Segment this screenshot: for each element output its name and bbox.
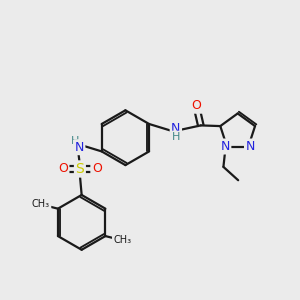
Text: N: N bbox=[220, 140, 230, 153]
Text: H: H bbox=[172, 132, 180, 142]
Text: O: O bbox=[192, 99, 202, 112]
Text: N: N bbox=[74, 141, 84, 154]
Text: CH₃: CH₃ bbox=[113, 235, 131, 245]
Text: S: S bbox=[76, 162, 84, 176]
Text: O: O bbox=[92, 163, 102, 176]
Text: CH₃: CH₃ bbox=[32, 200, 50, 209]
Text: N: N bbox=[245, 140, 255, 153]
Text: H: H bbox=[71, 136, 79, 146]
Text: N: N bbox=[171, 122, 181, 135]
Text: O: O bbox=[58, 163, 68, 176]
